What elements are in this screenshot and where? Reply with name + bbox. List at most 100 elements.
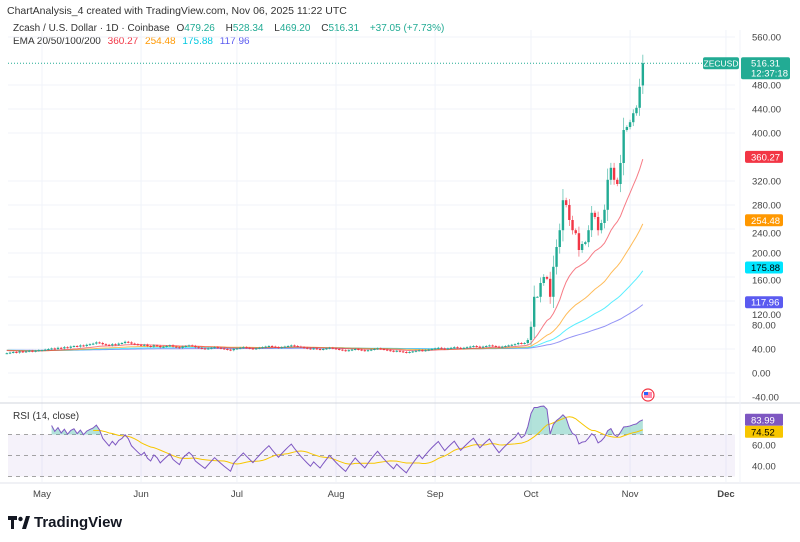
candle-body bbox=[417, 350, 421, 352]
price-tick-label: 200.00 bbox=[752, 249, 781, 260]
candle bbox=[107, 343, 111, 347]
time-tick-label: Oct bbox=[524, 489, 539, 500]
candle bbox=[392, 349, 395, 353]
candle-body bbox=[210, 347, 213, 349]
time-tick-label: Jun bbox=[133, 489, 148, 500]
candle bbox=[424, 349, 427, 352]
candle bbox=[18, 350, 21, 354]
candle-body bbox=[229, 349, 232, 351]
candle bbox=[232, 347, 235, 352]
ema50-line bbox=[6, 223, 644, 352]
candle-body bbox=[564, 200, 568, 205]
candle-body bbox=[574, 230, 577, 234]
candle bbox=[616, 177, 619, 187]
rsi-value-tag bbox=[745, 413, 783, 426]
ema100-line bbox=[6, 270, 644, 351]
candle-body bbox=[443, 348, 446, 350]
candle-body bbox=[501, 346, 504, 348]
candle-body bbox=[385, 349, 389, 351]
candle bbox=[641, 54, 645, 94]
candle bbox=[270, 345, 274, 348]
candle-body bbox=[111, 344, 114, 346]
candle-body bbox=[437, 347, 440, 349]
candle bbox=[149, 345, 152, 348]
candle bbox=[443, 347, 446, 350]
candle-body bbox=[235, 348, 239, 350]
candle-body bbox=[408, 352, 411, 353]
candle bbox=[632, 109, 635, 127]
candle-body bbox=[462, 347, 466, 349]
candle-body bbox=[504, 346, 507, 347]
rsi-legend-label[interactable]: RSI (14, close) bbox=[13, 411, 80, 422]
candle bbox=[133, 342, 136, 346]
ema-label[interactable]: EMA 20/50/100/200 bbox=[13, 36, 101, 47]
candle-body bbox=[143, 344, 146, 346]
candle bbox=[72, 345, 76, 348]
candle bbox=[379, 347, 382, 350]
candle-body bbox=[577, 233, 581, 250]
candle-body bbox=[120, 343, 124, 344]
candle bbox=[603, 204, 606, 229]
candle bbox=[254, 347, 258, 350]
candle-body bbox=[203, 348, 207, 350]
candle bbox=[159, 344, 162, 349]
candle-body bbox=[587, 230, 590, 243]
candle bbox=[69, 345, 72, 349]
candle bbox=[577, 226, 581, 257]
candle bbox=[350, 348, 354, 352]
candle-body bbox=[318, 349, 322, 350]
candle bbox=[408, 351, 411, 354]
candle-body bbox=[632, 113, 635, 123]
candle-body bbox=[517, 343, 520, 345]
candle bbox=[312, 347, 315, 350]
candle bbox=[501, 345, 504, 349]
ema100-tag-text: 175.88 bbox=[751, 263, 780, 274]
candle-body bbox=[107, 344, 111, 346]
candle bbox=[59, 346, 63, 350]
time-tick-label: Nov bbox=[622, 489, 639, 500]
candle-body bbox=[392, 350, 395, 352]
candle-body bbox=[609, 167, 613, 180]
candle bbox=[389, 349, 392, 352]
candle bbox=[178, 346, 181, 349]
price-tick-label: 80.00 bbox=[752, 321, 776, 332]
candle-body bbox=[411, 351, 414, 353]
candle bbox=[299, 345, 303, 349]
candle-body bbox=[181, 346, 184, 348]
candle bbox=[238, 346, 242, 350]
candle-body bbox=[414, 350, 418, 352]
candle-body bbox=[37, 350, 41, 352]
candle-body bbox=[5, 353, 9, 355]
candle-body bbox=[328, 347, 331, 349]
close-value: 516.31 bbox=[328, 23, 360, 34]
candle bbox=[338, 348, 341, 351]
candle bbox=[24, 350, 28, 353]
candle bbox=[491, 344, 494, 347]
candle-body bbox=[491, 345, 494, 347]
candle bbox=[206, 347, 210, 350]
candle bbox=[274, 345, 277, 349]
candle bbox=[571, 215, 574, 235]
candle-body bbox=[159, 346, 162, 348]
candle bbox=[417, 349, 421, 352]
ema50-tag-text: 254.48 bbox=[751, 216, 780, 227]
candle-body bbox=[72, 346, 76, 347]
rsi-ma-tag bbox=[745, 425, 783, 438]
candle bbox=[222, 347, 226, 350]
candle-body bbox=[526, 340, 529, 343]
candle bbox=[12, 351, 15, 354]
candle-body bbox=[405, 352, 408, 353]
candle bbox=[539, 277, 542, 303]
symbol-label[interactable]: Zcash / U.S. Dollar · 1D · Coinbase bbox=[13, 23, 170, 34]
candle bbox=[552, 255, 555, 309]
candle-body bbox=[197, 347, 200, 349]
candle bbox=[242, 346, 245, 349]
candle-body bbox=[510, 344, 514, 346]
candle bbox=[50, 347, 53, 350]
price-tick-label: -40.00 bbox=[752, 393, 779, 404]
candle-body bbox=[612, 167, 616, 180]
candle-body bbox=[136, 344, 140, 346]
candle bbox=[369, 348, 373, 352]
candle-body bbox=[532, 296, 536, 327]
